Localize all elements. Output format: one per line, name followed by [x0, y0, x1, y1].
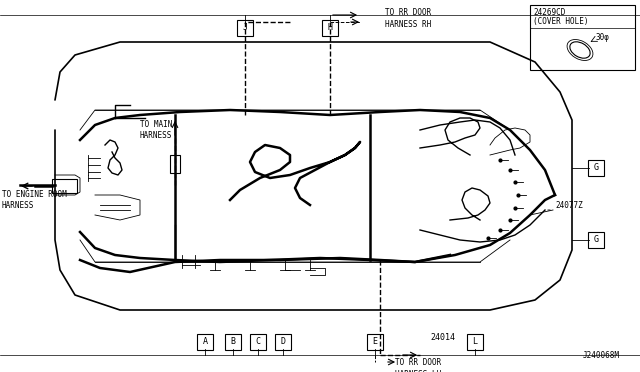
Text: TO ENGINE ROOM
HARNESS: TO ENGINE ROOM HARNESS	[2, 190, 67, 211]
Text: B: B	[230, 337, 236, 346]
FancyBboxPatch shape	[588, 232, 604, 248]
FancyBboxPatch shape	[197, 334, 213, 350]
Text: TO RR DOOR
HARNESS LH: TO RR DOOR HARNESS LH	[395, 358, 441, 372]
Bar	[170, 155, 180, 173]
Bar	[52, 179, 77, 193]
Bar	[530, 5, 635, 70]
Text: C: C	[255, 337, 260, 346]
Text: 24014: 24014	[430, 334, 455, 343]
FancyBboxPatch shape	[367, 334, 383, 350]
Text: 30φ: 30φ	[595, 33, 609, 42]
Text: TO MAIN
HARNESS: TO MAIN HARNESS	[140, 120, 172, 140]
Ellipse shape	[570, 42, 590, 58]
Text: A: A	[202, 337, 207, 346]
Text: 24077Z: 24077Z	[555, 201, 583, 209]
Text: D: D	[280, 337, 285, 346]
Text: J240068M: J240068M	[583, 351, 620, 360]
FancyBboxPatch shape	[588, 160, 604, 176]
FancyBboxPatch shape	[275, 334, 291, 350]
Text: 24269CD: 24269CD	[533, 8, 565, 17]
Text: TO RR DOOR
HARNESS RH: TO RR DOOR HARNESS RH	[385, 8, 431, 29]
FancyBboxPatch shape	[225, 334, 241, 350]
Text: G: G	[593, 164, 598, 173]
Text: G: G	[593, 235, 598, 244]
FancyBboxPatch shape	[250, 334, 266, 350]
Text: L: L	[472, 337, 477, 346]
FancyBboxPatch shape	[237, 20, 253, 36]
FancyBboxPatch shape	[467, 334, 483, 350]
Text: (COVER HOLE): (COVER HOLE)	[533, 17, 589, 26]
FancyBboxPatch shape	[322, 20, 338, 36]
Text: E: E	[372, 337, 378, 346]
Text: H: H	[328, 23, 333, 32]
Text: J: J	[243, 23, 248, 32]
